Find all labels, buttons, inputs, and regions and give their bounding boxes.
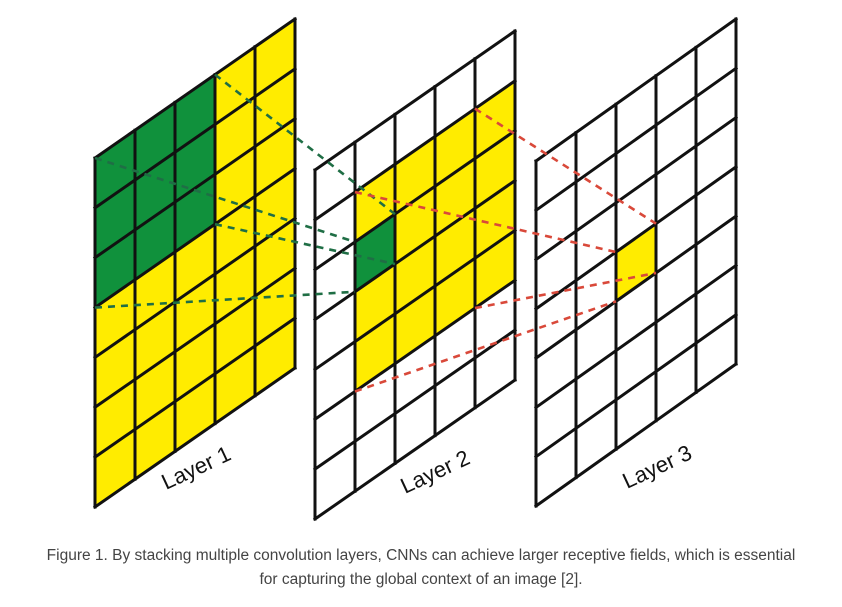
caption-line-2: for capturing the global context of an i… [259,571,583,588]
layer-2-fill-green [355,214,395,292]
grid-line-horizontal [312,28,518,173]
grid-line-horizontal [533,16,739,164]
grid-line-horizontal [533,312,739,459]
layer-3-fill-yellow [616,223,656,302]
layer-3-grid [533,16,739,509]
grid-line-horizontal [312,377,518,522]
receptive-field-diagram: Layer 1 Layer 2 Layer 3 [92,16,739,522]
caption-line-1: Figure 1. By stacking multiple convoluti… [46,547,796,564]
red-connector [474,271,657,310]
grid-line-horizontal [533,115,739,262]
grid-line-horizontal [92,266,298,410]
grid-line-horizontal [92,116,298,260]
grid-line-horizontal [312,178,518,322]
receptive-field-connectors [94,73,657,393]
grid-line-horizontal [533,361,739,509]
grid-line-horizontal [92,166,298,310]
grid-line-horizontal [92,316,298,460]
red-connector [354,190,617,254]
layer-1-gridlines [92,16,298,510]
grid-line-horizontal [92,66,298,210]
grid-line-horizontal [92,216,298,360]
layer-3-label: Layer 3 [619,440,696,494]
grid-line-horizontal [312,328,518,472]
grid-line-horizontal [312,278,518,422]
grid-line-horizontal [533,214,739,361]
layer-1-green-region [95,74,215,308]
layer-1-fill-green [95,74,215,308]
grid-line-horizontal [533,263,739,410]
green-connector [94,290,356,309]
grid-line-horizontal [92,365,298,510]
layer-1-grid [92,16,298,510]
grid-line-horizontal [312,228,518,372]
grid-line-horizontal [92,16,298,161]
layer-2-green-region [355,214,395,292]
green-connector [214,222,396,266]
layer-3-gridlines [533,16,739,509]
red-connector [474,107,657,225]
grid-line-horizontal [312,78,518,222]
grid-line-horizontal [312,128,518,272]
green-connector [94,156,356,244]
layer-3-yellow-region [616,223,656,302]
grid-line-horizontal [533,164,739,311]
figure-caption: Figure 1. By stacking multiple convoluti… [20,544,822,592]
layer-2-grid [312,28,518,522]
grid-line-horizontal [533,66,739,213]
layer-2-gridlines [312,28,518,522]
